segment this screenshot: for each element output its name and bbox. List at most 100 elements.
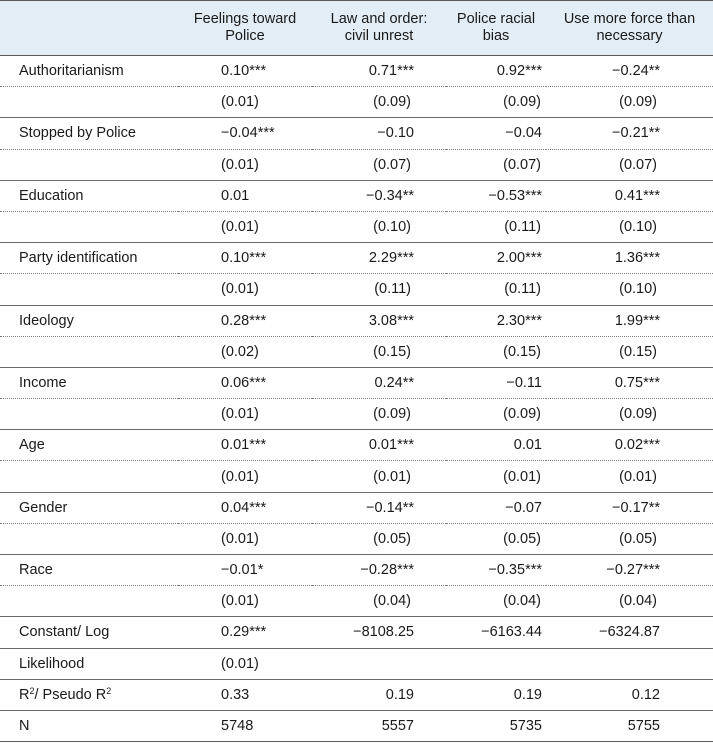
- estimate-cell: −0.28***: [312, 553, 446, 586]
- row-label: N: [0, 709, 178, 743]
- row-label-empty: [0, 335, 178, 368]
- se-cell: (0.15): [546, 335, 713, 368]
- cell: 5748: [178, 709, 312, 743]
- cell: 0.33: [178, 678, 312, 711]
- table-row: Income 0.06*** 0.24** −0.11 0.75***: [0, 366, 713, 399]
- table-body: Authoritarianism 0.10*** 0.71*** 0.92*** −0.…: [0, 54, 713, 743]
- estimate-cell: 2.00***: [446, 242, 546, 274]
- header-line: Use more force than: [563, 11, 696, 27]
- row-label-empty: [0, 460, 178, 493]
- se-cell: (0.04): [546, 585, 713, 617]
- cell: −6324.87: [546, 616, 713, 649]
- se-cell: (0.01): [178, 585, 312, 617]
- cell: 5755: [546, 709, 713, 743]
- cell: [312, 647, 446, 680]
- table-row: Age 0.01*** 0.01*** 0.01 0.02***: [0, 429, 713, 461]
- row-label: Education: [0, 179, 178, 212]
- se-cell: (0.09): [446, 398, 546, 430]
- row-label: Constant/ Log: [0, 616, 178, 649]
- estimate-cell: 0.10***: [178, 54, 312, 87]
- table-row: Ideology 0.28*** 3.08*** 2.30*** 1.99***: [0, 304, 713, 337]
- cell: 5735: [446, 709, 546, 743]
- header-row: Feelings toward Police Law and order: civi…: [0, 0, 713, 56]
- header-line: civil unrest: [344, 28, 414, 44]
- row-label-empty: [0, 398, 178, 430]
- table-header: Feelings toward Police Law and order: civi…: [0, 0, 713, 56]
- estimate-cell: −0.17**: [546, 491, 713, 524]
- estimate-cell: 0.01: [178, 179, 312, 212]
- table-row: Stopped by Police −0.04*** −0.10 −0.04 −0.21…: [0, 117, 713, 150]
- row-label-empty: [0, 273, 178, 305]
- table-row: (0.01) (0.09) (0.09) (0.09): [0, 86, 713, 118]
- r2-sup: 2: [106, 685, 112, 696]
- table-row: (0.01) (0.01) (0.01) (0.01): [0, 460, 713, 493]
- se-cell: (0.15): [312, 335, 446, 368]
- table-row: (0.01) (0.10) (0.11) (0.10): [0, 210, 713, 243]
- r2-label: R: [19, 686, 30, 703]
- estimate-cell: −0.07: [446, 491, 546, 524]
- se-cell: (0.05): [312, 522, 446, 555]
- estimate-cell: 0.06***: [178, 366, 312, 399]
- se-cell: (0.09): [546, 398, 713, 430]
- table-row: (0.01) (0.07) (0.07) (0.07): [0, 148, 713, 181]
- se-cell: (0.09): [446, 86, 546, 118]
- estimate-cell: −0.53***: [446, 179, 546, 212]
- estimate-cell: −0.11: [446, 366, 546, 399]
- se-cell: (0.09): [312, 86, 446, 118]
- se-cell: (0.04): [446, 585, 546, 617]
- table-row: (0.01) (0.11) (0.11) (0.10): [0, 273, 713, 305]
- row-label: Authoritarianism: [0, 54, 178, 87]
- header-line: Feelings toward: [193, 11, 297, 27]
- table-row: Race −0.01* −0.28*** −0.35*** −0.27***: [0, 553, 713, 586]
- row-label-empty: [0, 86, 178, 118]
- row-label-empty: [0, 585, 178, 617]
- estimate-cell: −0.24**: [546, 54, 713, 87]
- header-empty: [0, 0, 178, 56]
- estimate-cell: −0.10: [312, 117, 446, 150]
- table-row: (0.02) (0.15) (0.15) (0.15): [0, 335, 713, 368]
- estimate-cell: 0.01***: [178, 429, 312, 461]
- estimate-cell: 1.99***: [546, 304, 713, 337]
- header-force: Use more force than necessary: [546, 0, 713, 56]
- se-cell: (0.01): [178, 86, 312, 118]
- cell: (0.01): [178, 647, 312, 680]
- se-cell: (0.11): [446, 273, 546, 305]
- estimate-cell: 2.29***: [312, 242, 446, 274]
- r2-label-mid: / Pseudo R: [34, 686, 107, 703]
- estimate-cell: 0.01***: [312, 429, 446, 461]
- se-cell: (0.01): [446, 460, 546, 493]
- row-label-empty: [0, 148, 178, 181]
- cell: 0.12: [546, 678, 713, 711]
- se-cell: (0.01): [178, 522, 312, 555]
- row-label: Race: [0, 553, 178, 586]
- estimate-cell: 0.02***: [546, 429, 713, 461]
- estimate-cell: −0.34**: [312, 179, 446, 212]
- se-cell: (0.07): [312, 148, 446, 181]
- estimate-cell: −0.01*: [178, 553, 312, 586]
- estimate-cell: 0.24**: [312, 366, 446, 399]
- header-line: Police racial: [456, 11, 536, 27]
- se-cell: (0.10): [546, 210, 713, 243]
- r2-sup: 2: [29, 685, 35, 696]
- table-row: Likelihood (0.01): [0, 647, 713, 680]
- header-line: bias: [482, 28, 510, 44]
- estimate-cell: 0.75***: [546, 366, 713, 399]
- estimate-cell: 0.41***: [546, 179, 713, 212]
- table-row: R2/ Pseudo R2 0.33 0.19 0.19 0.12: [0, 678, 713, 711]
- table-row: Constant/ Log 0.29*** −8108.25 −6163.44 …: [0, 616, 713, 649]
- estimate-cell: 0.04***: [178, 491, 312, 524]
- cell: [546, 647, 713, 680]
- row-label: Likelihood: [0, 647, 178, 680]
- cell: 0.19: [446, 678, 546, 711]
- estimate-cell: 0.01: [446, 429, 546, 461]
- se-cell: (0.01): [546, 460, 713, 493]
- row-label: Gender: [0, 491, 178, 524]
- estimate-cell: 2.30***: [446, 304, 546, 337]
- row-label: Stopped by Police: [0, 117, 178, 150]
- cell: 0.19: [312, 678, 446, 711]
- estimate-cell: 0.10***: [178, 242, 312, 274]
- estimate-cell: −0.04***: [178, 117, 312, 150]
- row-label-empty: [0, 210, 178, 243]
- se-cell: (0.01): [178, 398, 312, 430]
